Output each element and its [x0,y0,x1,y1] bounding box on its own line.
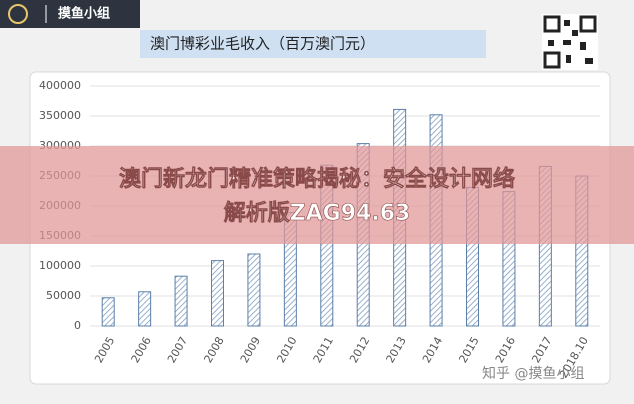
bar [211,260,224,327]
y-tick-label: 100000 [39,259,81,272]
qr-code [542,14,598,70]
banner-line: 澳门新龙门精准策略揭秘：安全设计网络 [119,166,515,192]
y-tick-label: 0 [74,319,81,332]
bar [247,253,261,327]
y-tick-label: 400000 [39,79,81,92]
banner-band [0,146,634,244]
chart-title: 澳门博彩业毛收入（百万澳门元） [150,35,375,53]
bar [101,297,115,327]
bar [138,291,152,327]
title-box [140,30,486,58]
bar [174,275,188,327]
y-tick-label: 50000 [46,289,81,302]
logo-icon [8,4,28,24]
y-tick-label: 350000 [39,109,81,122]
banner-line: 解析版ZAG94.63 [224,200,411,226]
logo-text: 摸鱼小组 [58,6,110,22]
logo-box [0,0,140,28]
watermark: 知乎 @摸鱼小组 [482,365,584,382]
